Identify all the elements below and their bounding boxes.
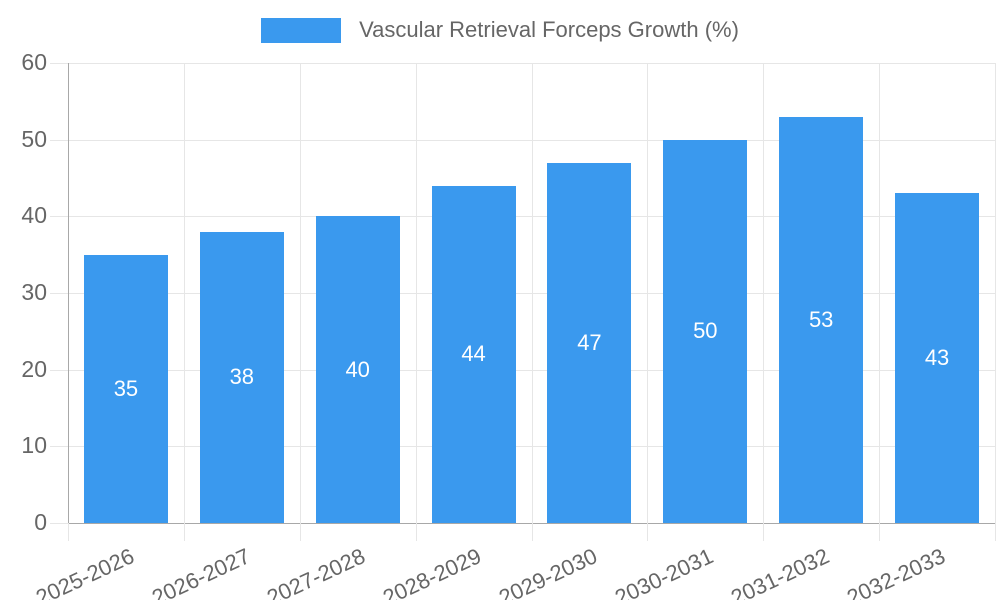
legend-swatch-icon — [261, 17, 342, 43]
x-axis-tick-label: 2032-2033 — [842, 543, 949, 600]
bar-value-label: 44 — [461, 341, 486, 367]
gridline — [647, 63, 649, 523]
x-tick-mark — [415, 523, 417, 541]
bar[interactable] — [315, 216, 400, 523]
y-tick-mark — [50, 139, 68, 141]
x-tick-mark — [763, 523, 765, 541]
y-axis-tick-label: 0 — [34, 509, 47, 536]
x-axis-tick-label: 2029-2030 — [495, 543, 602, 600]
y-tick-mark — [50, 63, 68, 64]
gridline — [995, 63, 996, 523]
y-axis-line — [68, 63, 69, 523]
x-axis-tick-label: 2027-2028 — [263, 543, 370, 600]
bar-value-label: 47 — [577, 329, 602, 355]
bar-value-label: 38 — [229, 364, 255, 390]
x-tick-mark — [299, 523, 301, 541]
bar-value-label: 50 — [693, 318, 718, 344]
y-axis-tick-label: 20 — [21, 355, 47, 382]
y-tick-mark — [50, 293, 68, 294]
bar-value-label: 35 — [113, 375, 139, 401]
x-tick-mark — [879, 523, 881, 541]
bar[interactable] — [895, 193, 980, 523]
x-axis-tick-label: 2025-2026 — [31, 543, 138, 600]
bar-value-label: 53 — [808, 306, 834, 332]
x-tick-mark — [183, 523, 185, 541]
y-axis-tick-label: 30 — [21, 279, 47, 306]
y-axis-tick-label: 50 — [21, 125, 47, 152]
y-tick-mark — [50, 369, 68, 371]
y-axis-tick-label: 40 — [21, 202, 47, 229]
y-tick-mark — [50, 216, 68, 218]
x-tick-mark — [531, 523, 533, 541]
gridline — [299, 63, 301, 523]
x-tick-mark — [995, 523, 996, 541]
gridline — [763, 63, 765, 523]
gridline — [415, 63, 417, 523]
y-axis-tick-label: 60 — [21, 49, 47, 76]
legend-label: Vascular Retrieval Forceps Growth (%) — [359, 17, 739, 42]
y-axis-tick-label: 10 — [21, 432, 47, 459]
x-axis-tick-label: 2030-2031 — [611, 543, 718, 600]
y-tick-mark — [50, 523, 68, 524]
gridline — [879, 63, 881, 523]
x-axis-tick-label: 2028-2029 — [379, 543, 486, 600]
bar-value-label: 43 — [924, 345, 950, 371]
bar[interactable] — [779, 116, 864, 523]
bar[interactable] — [663, 139, 748, 523]
bar[interactable] — [199, 231, 284, 523]
bar[interactable] — [83, 254, 168, 523]
x-tick-mark — [68, 523, 69, 541]
bar[interactable] — [431, 185, 516, 523]
gridline — [531, 63, 533, 523]
x-tick-mark — [647, 523, 649, 541]
gridline — [183, 63, 185, 523]
bar[interactable] — [547, 162, 632, 523]
x-axis-tick-label: 2026-2027 — [147, 543, 254, 600]
y-tick-mark — [50, 446, 68, 448]
bar-value-label: 40 — [345, 356, 370, 382]
x-axis-tick-label: 2031-2032 — [726, 543, 833, 600]
chart-legend-item[interactable]: Vascular Retrieval Forceps Growth (%) — [0, 14, 1000, 46]
